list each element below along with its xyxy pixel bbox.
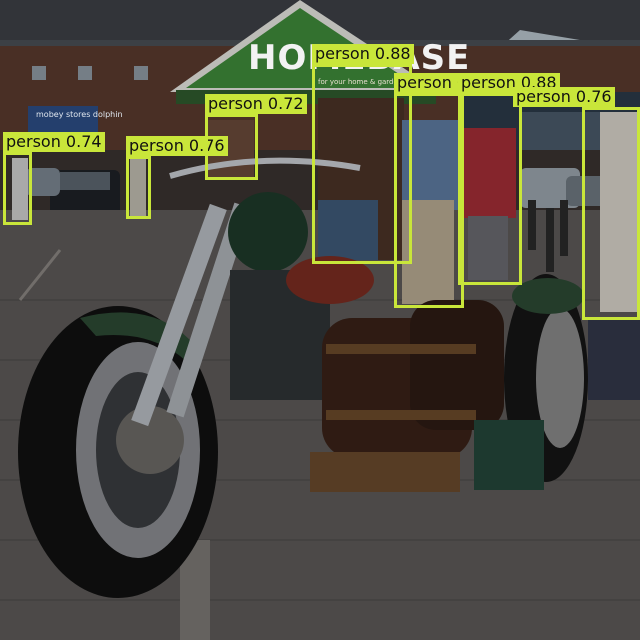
detection-label: person 0.76 bbox=[513, 87, 615, 107]
side-store-sign bbox=[28, 106, 98, 132]
detection-box: person 0.72 bbox=[205, 94, 307, 180]
detection-label: person 0.74 bbox=[3, 132, 105, 152]
detection-label: person 0.72 bbox=[205, 94, 307, 114]
side-sign-text: mobey stores dolphin bbox=[36, 110, 123, 119]
detection-box: person 0.74 bbox=[3, 132, 105, 225]
homebase-tagline: for your home & garden bbox=[318, 78, 403, 86]
detection-box: person 0.88 bbox=[458, 73, 560, 285]
detection-box: person 0.76 bbox=[513, 87, 640, 320]
detection-label: person 0.88 bbox=[312, 44, 414, 64]
custom-motorcycle bbox=[18, 157, 588, 598]
detection-box: person 0.88 bbox=[312, 44, 414, 264]
detection-box: person 0.76 bbox=[126, 136, 228, 219]
detection-box: person 0.91 bbox=[394, 73, 496, 308]
people bbox=[12, 98, 640, 400]
detection-label: person 0.76 bbox=[126, 136, 228, 156]
